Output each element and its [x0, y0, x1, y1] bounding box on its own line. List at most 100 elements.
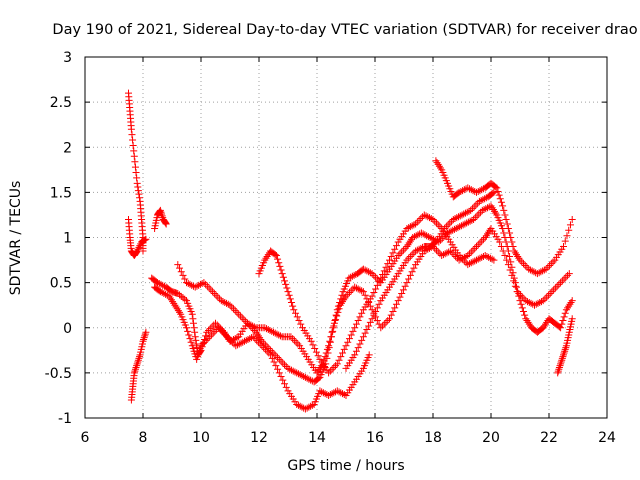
data-point [507, 234, 515, 241]
data-point [323, 345, 331, 353]
data-point [412, 232, 420, 240]
data-point [417, 215, 425, 223]
data-point [337, 299, 345, 307]
data-point [501, 211, 509, 219]
data-point [356, 286, 364, 294]
data-point [349, 327, 357, 335]
data-point [330, 389, 338, 397]
data-point [426, 214, 434, 222]
data-point [200, 338, 208, 346]
data-point [539, 297, 547, 305]
data-point [558, 356, 566, 364]
data-point [454, 189, 462, 197]
data-point [412, 220, 420, 228]
data-point [305, 375, 313, 383]
x-tick-label: 6 [81, 430, 90, 446]
data-point [211, 327, 219, 335]
series-track-2 [125, 215, 150, 260]
data-point [471, 244, 479, 252]
data-point [442, 223, 450, 231]
data-point [394, 297, 402, 305]
data-point [559, 353, 567, 361]
data-point [191, 333, 199, 341]
data-point [303, 374, 311, 382]
data-point [203, 282, 211, 290]
data-point [373, 281, 381, 289]
data-point [290, 336, 298, 344]
data-point [550, 286, 558, 294]
data-point [295, 317, 303, 325]
data-point [268, 327, 276, 335]
data-point [474, 241, 482, 249]
data-point [267, 351, 275, 359]
data-point [476, 254, 484, 262]
data-point [489, 206, 497, 214]
data-point [503, 256, 511, 264]
data-point [325, 369, 333, 377]
data-point [186, 335, 194, 343]
data-point [307, 402, 315, 410]
data-point [207, 286, 215, 294]
data-point [439, 251, 447, 259]
data-point [473, 243, 480, 251]
data-point [389, 249, 397, 257]
data-point [424, 233, 432, 241]
series-track-11 [554, 315, 576, 377]
data-point [456, 223, 464, 231]
data-point [567, 298, 575, 306]
data-point [458, 211, 466, 219]
data-point [277, 266, 285, 274]
data-point [431, 239, 439, 247]
data-point [342, 342, 350, 350]
data-point [375, 278, 383, 286]
data-point [272, 362, 280, 370]
data-point [274, 365, 282, 373]
data-point [356, 313, 364, 321]
data-point [519, 308, 527, 316]
data-point [318, 388, 326, 396]
data-point [490, 207, 498, 215]
data-point [326, 337, 334, 345]
data-point [382, 318, 390, 326]
data-point [341, 294, 349, 302]
data-point [392, 242, 400, 250]
data-point [460, 257, 468, 265]
data-point [436, 223, 444, 231]
data-point [549, 258, 557, 266]
data-point [279, 359, 287, 367]
data-point [323, 354, 331, 362]
data-point [464, 261, 472, 269]
data-point [445, 248, 453, 256]
data-point [221, 298, 229, 306]
data-point [515, 254, 523, 262]
data-point [470, 215, 478, 223]
data-point [521, 311, 529, 319]
series-track-3 [127, 328, 150, 404]
data-point [339, 390, 347, 398]
data-point [263, 252, 271, 260]
data-point [289, 302, 297, 310]
data-point [560, 313, 568, 321]
data-point [228, 303, 236, 311]
data-point [185, 331, 193, 339]
data-point [352, 347, 360, 355]
data-point [174, 261, 182, 269]
data-point [301, 405, 309, 413]
data-point [340, 296, 348, 304]
data-point [457, 253, 465, 261]
data-point [368, 306, 376, 314]
x-tick-label: 10 [192, 430, 210, 446]
data-point [189, 315, 197, 323]
data-point [219, 298, 227, 306]
data-point [482, 205, 490, 213]
data-point [528, 267, 536, 275]
data-point [293, 313, 301, 321]
data-point [188, 281, 196, 289]
data-point [524, 318, 532, 326]
data-point [287, 366, 295, 374]
data-point [132, 249, 140, 257]
data-point [158, 289, 166, 297]
data-point [234, 341, 242, 349]
data-point [452, 252, 460, 260]
data-point [519, 260, 527, 268]
